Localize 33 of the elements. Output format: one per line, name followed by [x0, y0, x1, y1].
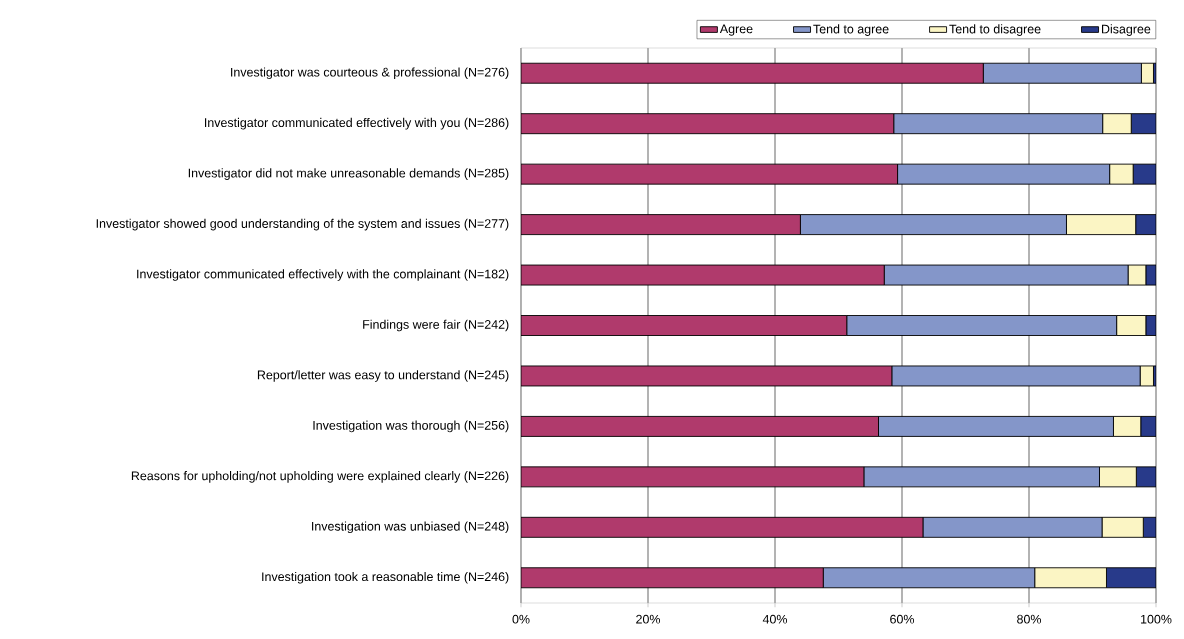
bar	[521, 214, 801, 236]
bar	[521, 415, 879, 437]
bar	[521, 365, 893, 387]
legend-label: Disagree	[1102, 24, 1151, 36]
x-tick-label: 40%	[762, 614, 788, 624]
y-tick-label: Findings were fair (N=242)	[363, 319, 509, 332]
y-tick-label: Reasons for upholding/not upholding were explained clearly (N=226)	[131, 471, 509, 483]
legend-label: Tend to agree	[813, 24, 889, 36]
y-tick-label: Investigator communicated effectively with the complainant (N=182)	[137, 269, 509, 281]
y-tick-label: Report/letter was easy to understand (N=245)	[257, 370, 509, 382]
x-tick-label: 100%	[1141, 614, 1172, 624]
bar	[521, 516, 924, 538]
x-tick-label: 20%	[636, 614, 661, 624]
bar	[521, 466, 865, 488]
y-tick-label: Investigation was thorough (N=256)	[313, 420, 509, 433]
y-tick-label: Investigator communicated effectively with you (N=286)	[205, 117, 509, 130]
y-tick-label: Investigation took a reasonable time (N=246)	[262, 571, 509, 584]
bar	[521, 567, 824, 589]
bar	[521, 264, 885, 286]
bar	[521, 62, 984, 84]
y-tick-label: Investigator did not make unreasonable demands (N=285)	[188, 168, 509, 180]
bar	[521, 163, 899, 185]
legend-label: Tend to disagree	[949, 24, 1041, 36]
x-tick-label: 0%	[512, 614, 530, 624]
y-tick-label: Investigation was unbiased (N=248)	[312, 521, 509, 534]
bar	[521, 113, 895, 135]
bar	[1106, 567, 1157, 589]
bar	[521, 315, 848, 336]
x-tick-label: 60%	[890, 614, 915, 624]
y-tick-label: Investigator was courteous & professional (N=276)	[231, 67, 509, 80]
x-tick-label: 80%	[1017, 614, 1042, 624]
y-tick-label: Investigator showed good understanding of the system and issues (N=277)	[96, 218, 509, 231]
legend-label: Agree	[719, 24, 753, 36]
